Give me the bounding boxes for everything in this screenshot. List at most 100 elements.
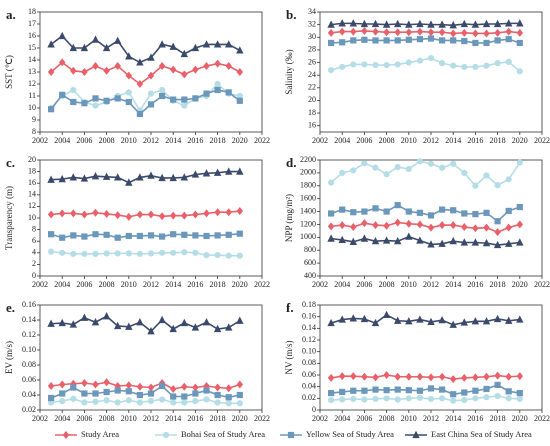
marker — [92, 208, 99, 217]
y-tick-label: 2 — [32, 259, 36, 268]
y-tick-label: 11 — [28, 91, 36, 100]
marker — [439, 164, 446, 171]
marker — [493, 240, 502, 249]
marker — [236, 400, 243, 407]
marker — [516, 395, 523, 403]
marker — [405, 317, 413, 325]
y-tick-label: 0.14 — [302, 323, 316, 332]
y-tick-label: 10 — [28, 213, 36, 222]
x-tick-label: 2014 — [165, 280, 181, 289]
marker — [505, 207, 512, 215]
marker — [225, 252, 232, 259]
marker — [461, 37, 468, 45]
marker — [103, 388, 110, 396]
x-tick-label: 2008 — [379, 280, 395, 289]
y-tick-label: 9 — [32, 115, 36, 124]
marker — [382, 310, 391, 319]
marker — [92, 95, 99, 102]
x-tick-label: 2008 — [379, 414, 395, 423]
marker — [181, 96, 188, 103]
marker — [70, 395, 77, 402]
marker — [416, 315, 424, 323]
x-tick-label: 2014 — [445, 414, 461, 423]
marker — [372, 373, 379, 382]
marker — [48, 248, 55, 255]
marker — [92, 231, 99, 238]
marker — [350, 223, 357, 232]
y-tick-label: 8 — [32, 224, 36, 233]
marker — [405, 20, 413, 28]
marker — [47, 382, 55, 390]
x-tick-label: 2014 — [445, 136, 461, 145]
marker — [58, 209, 66, 218]
marker — [393, 19, 402, 28]
marker — [236, 316, 244, 324]
series-line — [331, 235, 520, 246]
marker — [416, 209, 423, 216]
marker — [427, 395, 435, 403]
marker — [383, 221, 390, 230]
marker — [504, 239, 513, 247]
x-tick-label: 2004 — [334, 136, 350, 145]
x-tick-label: 2002 — [312, 136, 328, 145]
x-tick-label: 2016 — [467, 414, 483, 423]
marker — [213, 40, 222, 48]
marker — [383, 61, 390, 69]
x-tick-label: 2010 — [121, 414, 137, 423]
y-tick-label: 30 — [308, 32, 316, 41]
marker — [483, 394, 490, 401]
marker — [191, 170, 200, 178]
marker — [483, 172, 490, 179]
y-tick-label: 0.16 — [302, 311, 316, 320]
x-tick-label: 2022 — [254, 136, 270, 145]
marker — [102, 312, 111, 320]
series-line — [330, 313, 520, 326]
y-tick-label: 1000 — [300, 232, 316, 241]
x-tick-label: 2016 — [187, 414, 203, 423]
marker — [81, 390, 88, 397]
marker — [439, 37, 446, 44]
marker — [125, 89, 132, 96]
series-line — [330, 57, 521, 72]
marker — [483, 209, 490, 216]
marker — [328, 389, 335, 397]
marker — [103, 209, 110, 218]
y-tick-label: 2000 — [300, 168, 316, 177]
marker — [372, 205, 379, 212]
marker — [361, 160, 368, 167]
marker — [169, 385, 177, 393]
marker — [59, 234, 66, 241]
marker — [394, 28, 401, 37]
marker — [236, 97, 243, 104]
marker — [427, 240, 435, 248]
marker — [516, 315, 524, 323]
marker — [158, 212, 166, 221]
marker — [225, 89, 232, 96]
x-tick-label: 2012 — [423, 414, 439, 423]
x-tick-label: 2004 — [54, 414, 70, 423]
marker — [102, 172, 111, 180]
x-tick-label: 2012 — [143, 280, 159, 289]
marker — [92, 102, 99, 109]
marker — [147, 90, 155, 97]
x-tick-label: 2006 — [76, 136, 92, 145]
marker — [472, 224, 479, 233]
marker — [114, 234, 121, 241]
y-tick-label: 24 — [308, 70, 316, 79]
marker — [339, 63, 346, 71]
marker — [427, 20, 435, 28]
marker — [438, 239, 446, 247]
x-tick-label: 2020 — [232, 414, 248, 423]
marker — [438, 315, 446, 324]
marker — [405, 165, 412, 173]
marker — [70, 250, 77, 258]
marker — [361, 26, 368, 35]
series-line — [51, 315, 241, 333]
marker — [170, 399, 177, 406]
x-tick-label: 2012 — [143, 136, 159, 145]
x-tick-label: 2016 — [467, 136, 483, 145]
marker — [461, 63, 468, 71]
marker — [327, 234, 335, 242]
marker — [516, 203, 523, 211]
